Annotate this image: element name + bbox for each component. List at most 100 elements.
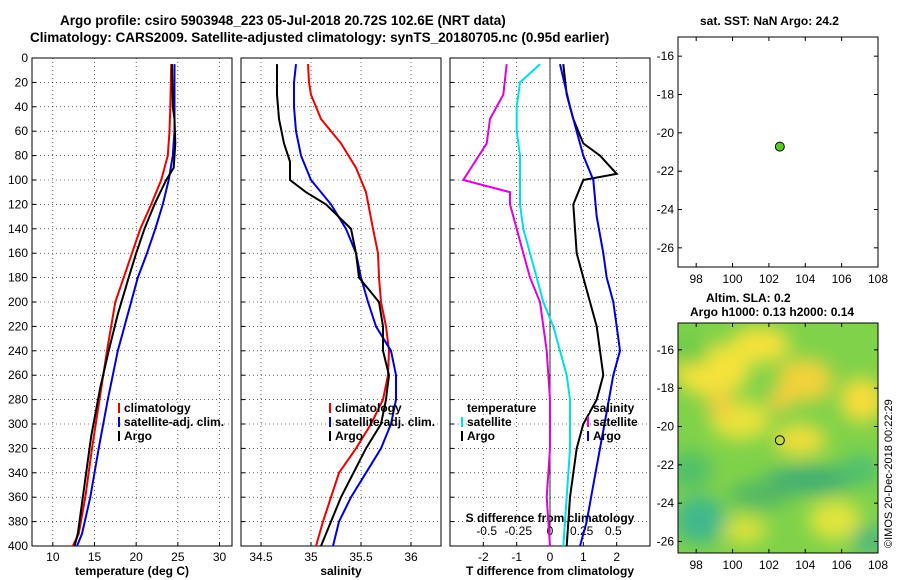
sla-map-blobs <box>678 327 878 553</box>
sst-map-xtick-label: 102 <box>759 272 779 286</box>
sla-map-field <box>678 323 878 553</box>
sst-map-argo-marker <box>774 141 785 152</box>
sla-map-xtick-label: 104 <box>795 558 815 572</box>
sla-map-blob <box>678 334 710 366</box>
sst-map-xtick-label: 104 <box>795 272 815 286</box>
sst-map-xtick-label: 100 <box>723 272 743 286</box>
depth-tick-label: 20 <box>15 75 29 89</box>
temp-series-climatology <box>71 64 173 547</box>
sla-map-blob <box>840 378 878 422</box>
sla-map-xtick-label: 106 <box>832 558 852 572</box>
depth-tick-label: 60 <box>15 124 29 138</box>
title-line-2: Climatology: CARS2009. Satellite-adjuste… <box>30 30 610 45</box>
sla-map-ytick-label: -16 <box>657 343 675 357</box>
sla-map-blob <box>730 481 790 509</box>
diff-legend-temperature-label: temperature <box>467 401 537 415</box>
temp-legend-label: Argo <box>124 429 152 443</box>
depth-tick-label: 120 <box>8 197 28 211</box>
depth-tick-label: 260 <box>8 368 28 382</box>
sst-map-ytick-label: -22 <box>657 164 675 178</box>
sla-map-blob <box>678 496 726 544</box>
diff-series-temperature-argo <box>562 63 619 547</box>
depth-tick-label: 280 <box>8 393 28 407</box>
sst-map-ytick-label: -18 <box>657 88 675 102</box>
sla-map-ytick-label: -24 <box>657 496 675 510</box>
sst-map-ytick-label: -24 <box>657 203 675 217</box>
sst-map-xtick-label: 108 <box>868 272 888 286</box>
depth-tick-label: 160 <box>8 246 28 260</box>
sla-map-xtick-label: 100 <box>723 558 743 572</box>
sla-map-blob <box>678 452 712 488</box>
temp-xtick-label: 15 <box>88 550 102 564</box>
diff-legend-temperature-label: Argo <box>467 429 495 443</box>
sla-map-frame <box>677 322 879 554</box>
sal-xtick-label: 35 <box>304 550 318 564</box>
sla-map-ytick-label: -18 <box>657 381 675 395</box>
sla-map-ytick-label: -26 <box>657 535 675 549</box>
diff-legend-salinity-label: Argo <box>593 429 621 443</box>
diff-s-axis-label: S difference from climatology <box>466 511 635 525</box>
sla-map-blob <box>730 327 790 363</box>
sst-map-xtick-label: 98 <box>690 272 704 286</box>
temp-xtick-label: 30 <box>213 550 227 564</box>
sla-map-blob <box>840 454 878 486</box>
temp-series-argo <box>73 64 177 547</box>
sal-xtick-label: 35.5 <box>349 550 373 564</box>
sla-map-blob <box>768 388 792 412</box>
sla-map-xtick-label: 102 <box>759 558 779 572</box>
sla-map-ytick-label: -20 <box>657 420 675 434</box>
diff-s-tick-label: 0.5 <box>605 524 622 538</box>
depth-tick-label: 100 <box>8 173 28 187</box>
depth-tick-label: 240 <box>8 344 28 358</box>
sla-map-blob <box>765 466 855 494</box>
temp-x-axis-label: temperature (deg C) <box>75 564 189 578</box>
sst-map-ytick-label: -26 <box>657 241 675 255</box>
depth-tick-label: 380 <box>8 515 28 529</box>
temp-xtick-label: 25 <box>171 550 185 564</box>
sal-xtick-label: 34.5 <box>249 550 273 564</box>
sst-map-ytick-label: -16 <box>657 49 675 63</box>
sla-map-ytick-label: -22 <box>657 458 675 472</box>
title-line-1: Argo profile: csiro 5903948_223 05-Jul-2… <box>60 13 506 28</box>
altim-sla-label: Altim. SLA: 0.2 <box>706 291 791 305</box>
diff-x-axis-label: T difference from climatology <box>466 564 634 578</box>
diff-series-temperature-satellite <box>515 63 571 547</box>
depth-tick-label: 40 <box>15 100 29 114</box>
diff-s-tick-label: 0.25 <box>570 524 594 538</box>
altim-heights-label: Argo h1000: 0.13 h2000: 0.14 <box>690 305 855 319</box>
depth-tick-label: 220 <box>8 319 28 333</box>
sal-legend-label: Argo <box>335 429 363 443</box>
sal-legend-label: climatology <box>335 401 402 415</box>
depth-tick-label: 320 <box>8 441 28 455</box>
sst-map-ytick-label: -20 <box>657 126 675 140</box>
diff-legend-salinity-label: satellite <box>593 415 638 429</box>
sla-map-blob <box>852 524 878 553</box>
depth-tick-label: 200 <box>8 295 28 309</box>
diff-s-tick-label: -0.5 <box>476 524 497 538</box>
diff-xtick-label: 2 <box>613 550 620 564</box>
depth-tick-label: 180 <box>8 271 28 285</box>
diff-series-salinity-argo <box>559 63 622 547</box>
sla-map-blob <box>706 395 734 415</box>
sst-map-bg <box>678 37 878 267</box>
sst-map-frame <box>677 36 879 268</box>
temp-xtick-label: 10 <box>46 550 60 564</box>
sla-map-blob <box>774 424 826 456</box>
depth-tick-label: 0 <box>21 51 28 65</box>
diff-xtick-label: -2 <box>478 550 489 564</box>
depth-tick-label: 400 <box>8 539 28 553</box>
diff-xtick-label: 1 <box>580 550 587 564</box>
diff-series-salinity-satellite <box>461 63 551 547</box>
sal-xtick-label: 36 <box>404 550 418 564</box>
sla-map-blob <box>777 358 833 402</box>
depth-tick-label: 300 <box>8 417 28 431</box>
diff-xtick-label: -1 <box>511 550 522 564</box>
depth-tick-label: 340 <box>8 466 28 480</box>
sla-map-blob <box>809 500 861 540</box>
sal-series-satellite-adj-clim- <box>293 63 397 547</box>
sal-series-argo <box>276 64 391 547</box>
diff-xtick-label: 0 <box>547 550 554 564</box>
diff-legend-salinity-label: salinity <box>593 401 635 415</box>
sal-x-axis-label: salinity <box>320 564 362 578</box>
